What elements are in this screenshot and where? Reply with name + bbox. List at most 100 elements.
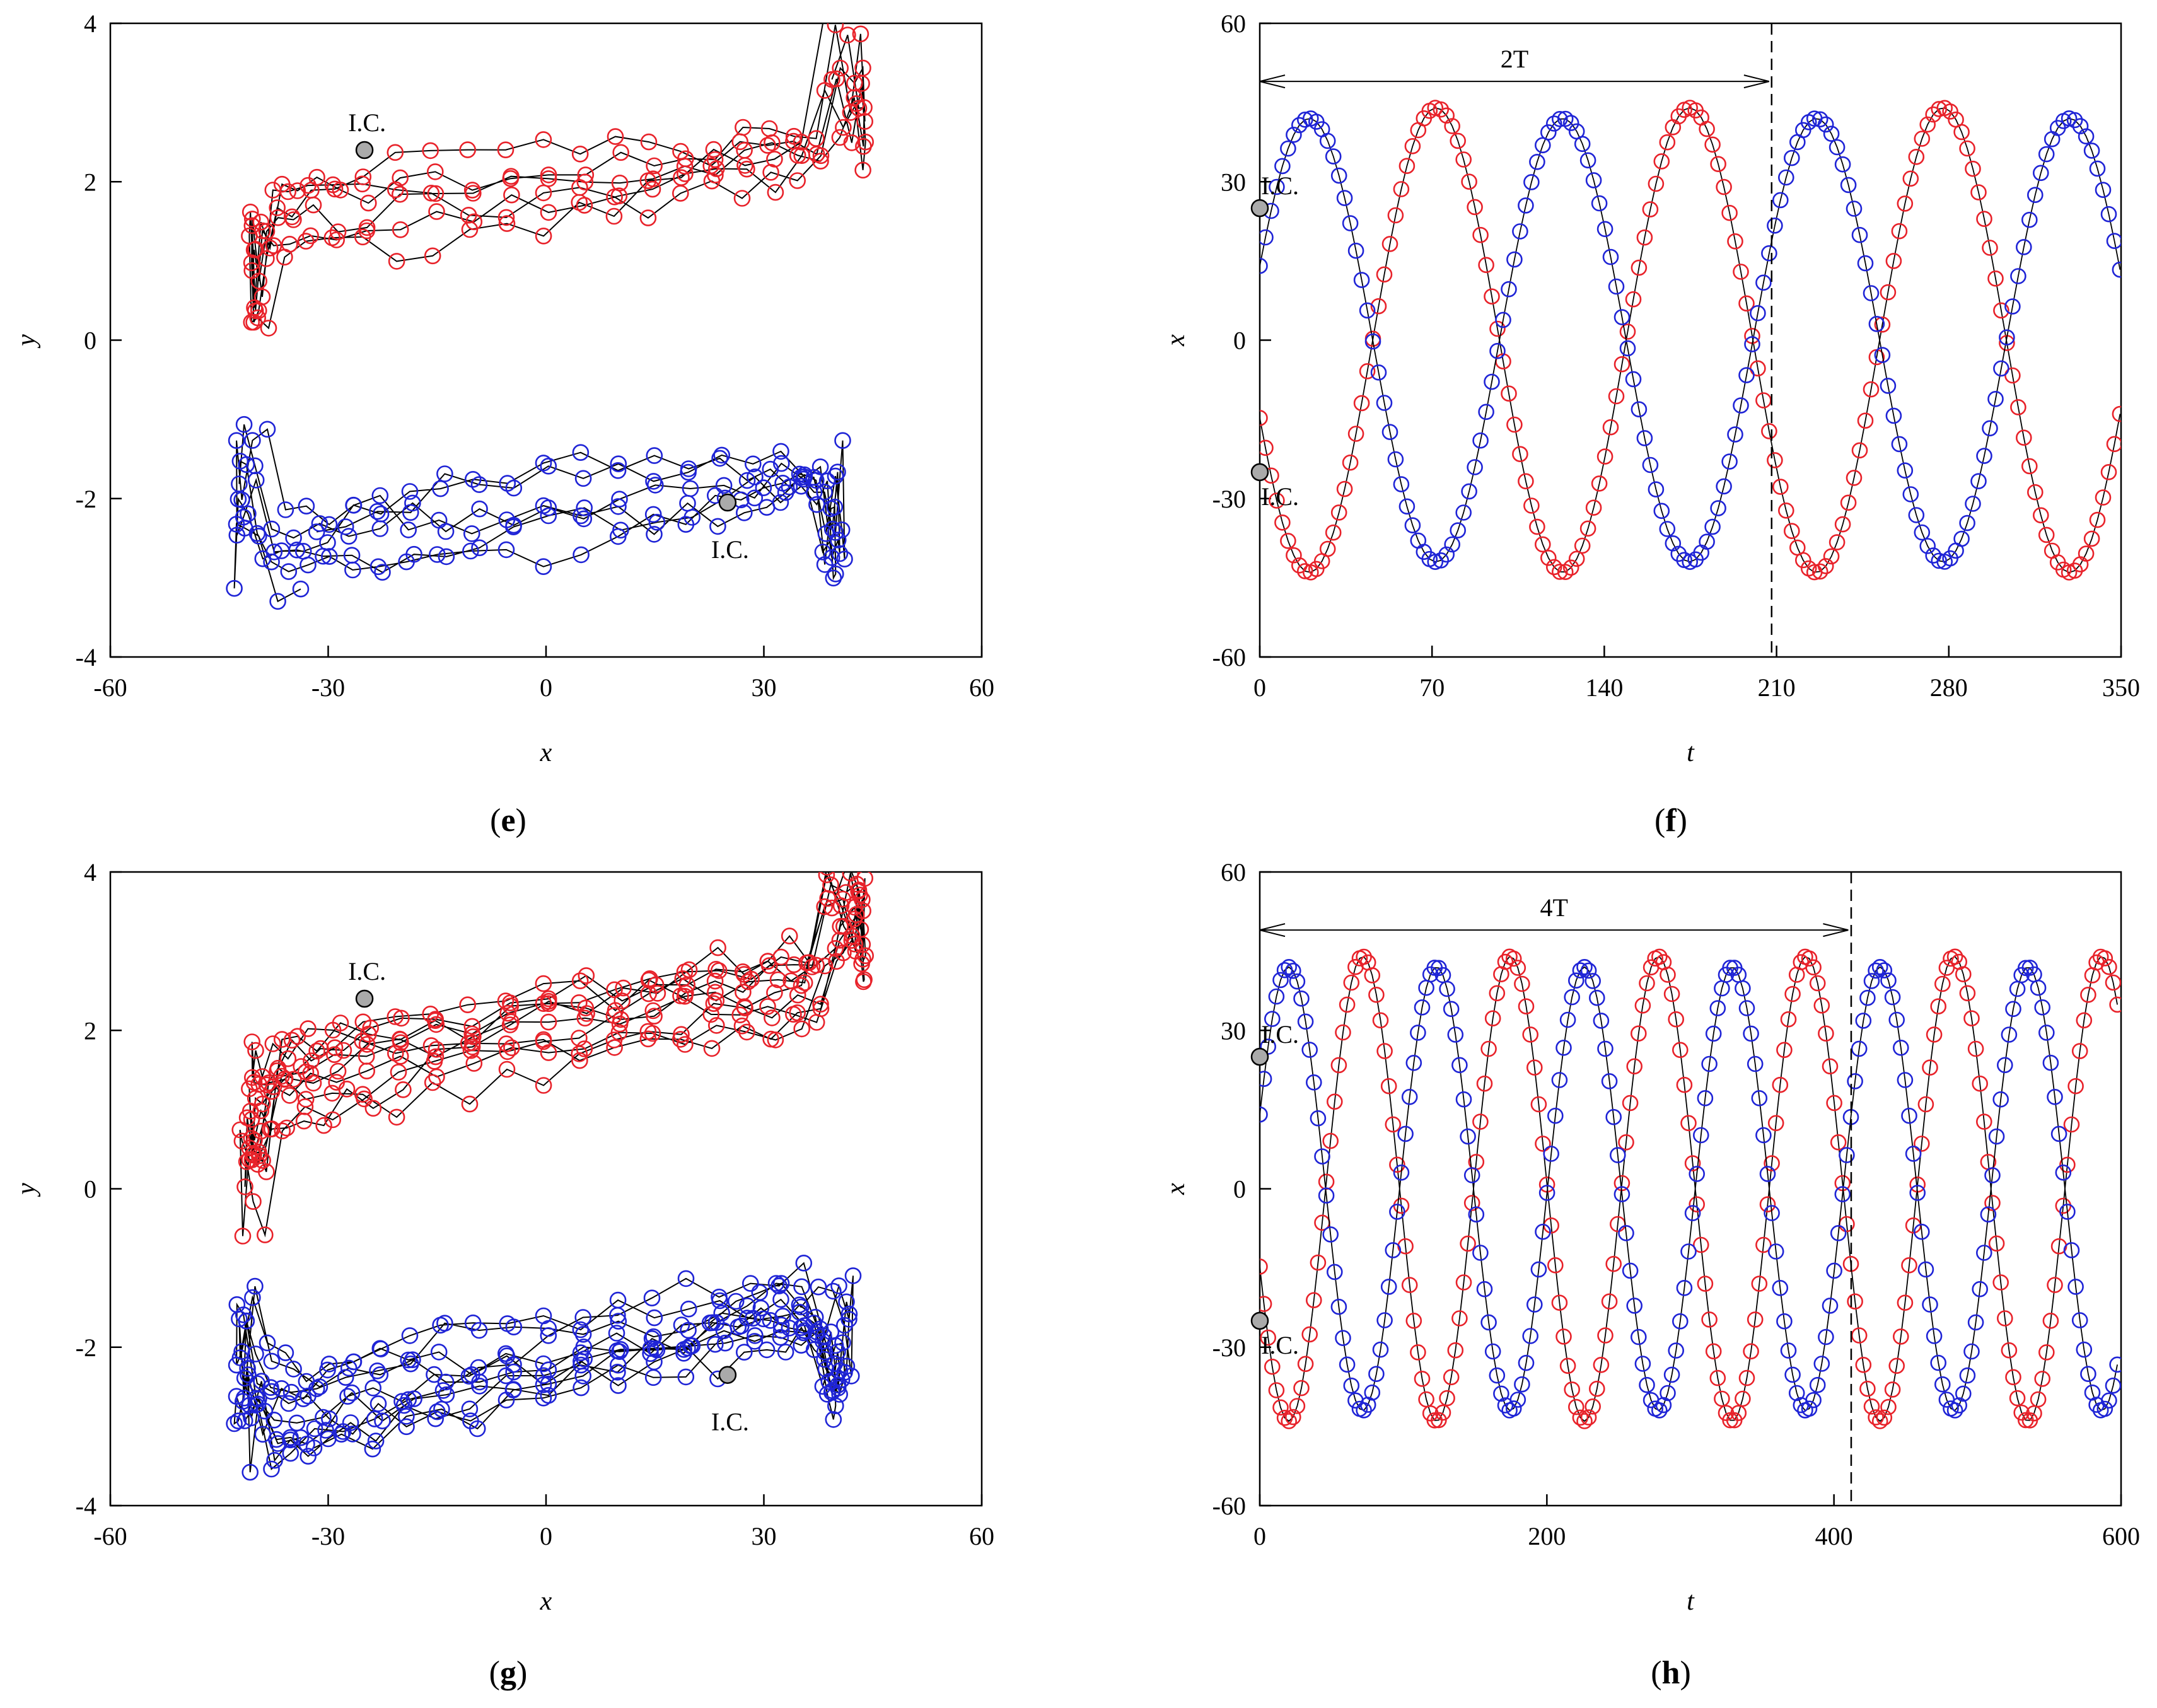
red-point — [1772, 479, 1789, 495]
blue-point — [1893, 1040, 1909, 1056]
red-point — [1608, 388, 1625, 405]
blue-point — [773, 455, 790, 472]
blue-point — [344, 1426, 361, 1443]
blue-point — [334, 1423, 352, 1440]
red-point — [1552, 564, 1568, 580]
blue-point — [772, 1275, 790, 1292]
blue-point — [400, 1391, 417, 1409]
red-point — [766, 151, 783, 168]
blue-point — [228, 526, 246, 544]
red-point — [707, 984, 724, 1001]
blue-point — [838, 1293, 855, 1311]
red-point — [428, 203, 445, 220]
red-point — [1984, 1195, 2001, 1211]
red-point — [764, 1009, 781, 1026]
red-point — [1260, 439, 1274, 456]
blue-point — [401, 1327, 419, 1344]
red-series-line — [1260, 107, 2121, 573]
red-point — [1897, 1294, 1914, 1311]
blue-point — [805, 468, 823, 486]
y-tick-label: 0 — [84, 1175, 96, 1204]
red-point — [1672, 1042, 1689, 1059]
blue-point — [263, 553, 280, 571]
blue-point — [1376, 395, 1393, 411]
red-point — [2005, 1369, 2021, 1386]
red-point — [1276, 1410, 1293, 1426]
red-point — [828, 953, 845, 970]
blue-point — [1693, 1127, 1709, 1144]
blue-point — [1730, 967, 1747, 983]
blue-point — [240, 505, 257, 523]
blue-point — [1953, 530, 1970, 547]
blue-point — [1626, 1298, 1642, 1314]
red-point — [243, 217, 261, 235]
blue-point — [806, 1308, 824, 1326]
blue-point — [1660, 1385, 1676, 1402]
red-point — [832, 897, 850, 914]
red-point — [674, 970, 692, 987]
red-point — [1526, 1059, 1543, 1076]
red-point — [535, 995, 552, 1012]
red-point — [705, 141, 723, 158]
blue-point — [826, 498, 844, 516]
red-point — [1704, 136, 1721, 153]
blue-point — [815, 1327, 832, 1345]
red-point — [358, 1048, 375, 1065]
blue-point — [398, 1418, 415, 1436]
red-point — [1393, 181, 1410, 197]
red-point — [2021, 458, 2038, 475]
red-point — [2038, 1344, 2055, 1361]
red-point — [1953, 124, 1970, 141]
blue-point — [827, 565, 844, 583]
blue-point — [1518, 197, 1534, 214]
blue-point — [470, 1359, 487, 1376]
blue-point — [1884, 989, 1901, 1006]
blue-point — [1613, 309, 1631, 325]
y-tick-label: 0 — [1233, 327, 1246, 355]
red-point — [293, 1058, 310, 1075]
red-point — [1959, 140, 1975, 157]
blue-point — [827, 467, 844, 485]
blue-point — [2005, 1001, 2021, 1018]
red-point — [422, 1037, 440, 1054]
initial-condition-marker — [1250, 1311, 1269, 1330]
red-point — [571, 194, 588, 211]
blue-point — [843, 1368, 860, 1385]
blue-point — [1905, 1146, 1922, 1162]
blue-point — [1286, 127, 1302, 143]
blue-point — [1634, 1356, 1651, 1372]
blue-point — [263, 1460, 280, 1478]
red-point — [1289, 1398, 1306, 1414]
blue-point — [1455, 1091, 1472, 1108]
red-point — [463, 1034, 481, 1052]
blue-point — [226, 579, 243, 597]
blue-point — [462, 542, 479, 560]
red-point — [703, 1040, 721, 1057]
blue-point — [1274, 158, 1291, 175]
red-point — [1568, 550, 1585, 567]
blue-point — [2010, 268, 2026, 284]
blue-point — [1817, 116, 1834, 133]
red-point — [329, 223, 347, 241]
blue-point — [364, 1440, 381, 1458]
red-point — [1478, 257, 1494, 274]
red-point — [241, 203, 259, 221]
blue-point — [609, 462, 627, 479]
blue-point — [827, 524, 844, 541]
blue-point — [1750, 305, 1766, 322]
red-point — [323, 1084, 341, 1102]
red-point — [1880, 284, 1897, 301]
blue-point — [337, 518, 354, 535]
red-point — [1888, 1357, 1905, 1374]
red-point — [831, 129, 849, 146]
blue-point — [1619, 340, 1636, 357]
red-point — [276, 248, 293, 266]
red-point — [1389, 1156, 1405, 1173]
red-point — [796, 974, 813, 991]
blue-point — [535, 1376, 552, 1393]
blue-point — [371, 1366, 389, 1383]
red-point — [1405, 1313, 1422, 1329]
blue-point — [1901, 1107, 1917, 1124]
blue-point — [2004, 298, 2021, 315]
blue-point — [1526, 1296, 1543, 1313]
